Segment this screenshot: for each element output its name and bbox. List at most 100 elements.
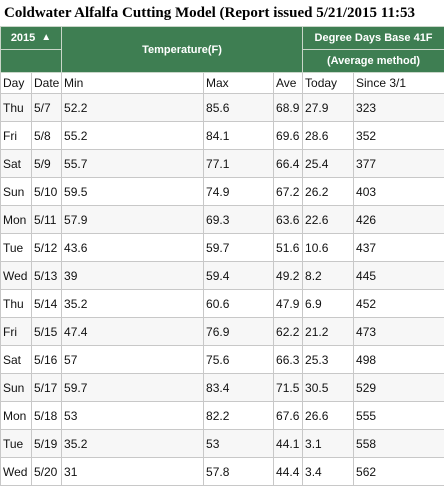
cell-max: 83.4: [204, 374, 274, 402]
header-row-top: 2015▲ Temperature(F) Degree Days Base 41…: [1, 27, 444, 50]
cell-max: 69.3: [204, 206, 274, 234]
cell-today: 30.5: [303, 374, 354, 402]
cell-today: 25.3: [303, 346, 354, 374]
cell-day: Sun: [1, 178, 32, 206]
cell-today: 25.4: [303, 150, 354, 178]
cell-day: Tue: [1, 430, 32, 458]
degree-days-header: Degree Days Base 41F: [303, 27, 444, 50]
cell-day: Sat: [1, 150, 32, 178]
col-max: Max: [204, 73, 274, 94]
col-day: Day: [1, 73, 32, 94]
cell-date: 5/9: [32, 150, 62, 178]
cell-since: 352: [354, 122, 444, 150]
cell-min: 53: [62, 402, 204, 430]
cell-max: 59.7: [204, 234, 274, 262]
cell-today: 3.1: [303, 430, 354, 458]
cell-today: 26.6: [303, 402, 354, 430]
col-date: Date: [32, 73, 62, 94]
cell-date: 5/12: [32, 234, 62, 262]
cell-since: 323: [354, 94, 444, 122]
cell-date: 5/14: [32, 290, 62, 318]
cell-since: 558: [354, 430, 444, 458]
cell-day: Mon: [1, 402, 32, 430]
cell-since: 445: [354, 262, 444, 290]
cell-ave: 49.2: [274, 262, 303, 290]
cell-max: 77.1: [204, 150, 274, 178]
year-header-spacer: [1, 50, 62, 73]
cell-date: 5/10: [32, 178, 62, 206]
cell-date: 5/13: [32, 262, 62, 290]
cell-min: 59.5: [62, 178, 204, 206]
temperature-header: Temperature(F): [62, 27, 303, 73]
cell-today: 27.9: [303, 94, 354, 122]
cell-day: Sun: [1, 374, 32, 402]
cell-date: 5/19: [32, 430, 62, 458]
cell-since: 437: [354, 234, 444, 262]
cell-date: 5/16: [32, 346, 62, 374]
cell-max: 59.4: [204, 262, 274, 290]
cell-date: 5/11: [32, 206, 62, 234]
chevron-up-icon[interactable]: ▲: [41, 32, 51, 43]
cell-min: 47.4: [62, 318, 204, 346]
cell-max: 76.9: [204, 318, 274, 346]
cell-today: 10.6: [303, 234, 354, 262]
cell-since: 555: [354, 402, 444, 430]
cell-today: 26.2: [303, 178, 354, 206]
cell-day: Mon: [1, 206, 32, 234]
cell-max: 82.2: [204, 402, 274, 430]
year-sort-header[interactable]: 2015▲: [1, 27, 62, 50]
cell-ave: 63.6: [274, 206, 303, 234]
cell-min: 57: [62, 346, 204, 374]
cell-ave: 71.5: [274, 374, 303, 402]
cell-min: 39: [62, 262, 204, 290]
cell-date: 5/18: [32, 402, 62, 430]
cell-max: 53: [204, 430, 274, 458]
cell-day: Sat: [1, 346, 32, 374]
cell-since: 452: [354, 290, 444, 318]
cell-ave: 69.6: [274, 122, 303, 150]
cell-date: 5/8: [32, 122, 62, 150]
report-header: 2015▲ Temperature(F) Degree Days Base 41…: [1, 27, 444, 94]
cell-ave: 68.9: [274, 94, 303, 122]
cell-since: 426: [354, 206, 444, 234]
cell-since: 473: [354, 318, 444, 346]
cell-ave: 47.9: [274, 290, 303, 318]
cell-day: Fri: [1, 122, 32, 150]
cell-max: 60.6: [204, 290, 274, 318]
cell-day: Thu: [1, 94, 32, 122]
cell-min: 57.9: [62, 206, 204, 234]
cell-today: 21.2: [303, 318, 354, 346]
cell-min: 55.2: [62, 122, 204, 150]
cell-today: 8.2: [303, 262, 354, 290]
cell-day: Fri: [1, 318, 32, 346]
col-ave: Ave: [274, 73, 303, 94]
col-min: Min: [62, 73, 204, 94]
cell-ave: 62.2: [274, 318, 303, 346]
cell-date: 5/17: [32, 374, 62, 402]
cell-since: 498: [354, 346, 444, 374]
cell-max: 75.6: [204, 346, 274, 374]
cell-max: 85.6: [204, 94, 274, 122]
cell-today: 6.9: [303, 290, 354, 318]
cell-ave: 67.6: [274, 402, 303, 430]
cell-ave: 67.2: [274, 178, 303, 206]
col-since: Since 3/1: [354, 73, 444, 94]
cell-day: Thu: [1, 290, 32, 318]
cell-min: 35.2: [62, 290, 204, 318]
cell-since: 529: [354, 374, 444, 402]
cell-day: Tue: [1, 234, 32, 262]
cell-min: 43.6: [62, 234, 204, 262]
